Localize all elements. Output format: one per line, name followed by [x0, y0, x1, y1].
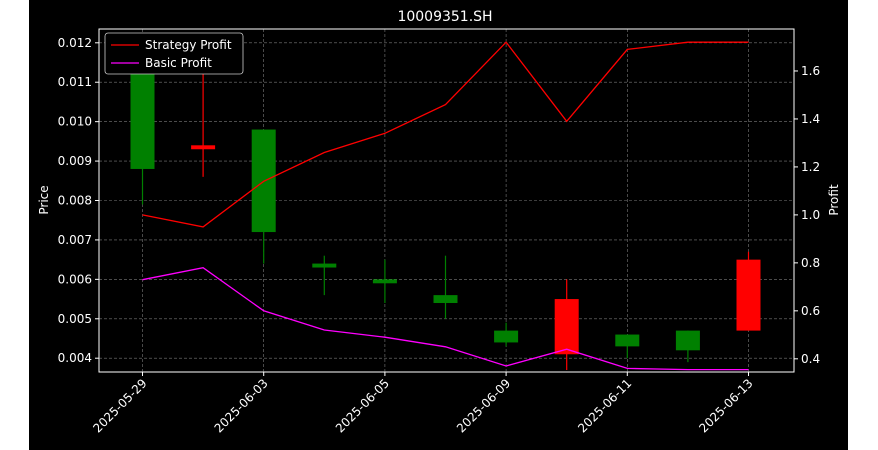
- candle-body-6: [494, 330, 519, 343]
- left-tick-label-0: 0.004: [58, 351, 92, 365]
- left-tick-label-8: 0.012: [58, 36, 92, 50]
- right-tick-label-4: 1.2: [801, 160, 820, 174]
- candle-body-8: [615, 334, 640, 347]
- candle-body-5: [433, 295, 458, 304]
- left-axis-label: Price: [37, 185, 51, 214]
- right-tick-label-1: 0.6: [801, 304, 820, 318]
- right-tick-label-2: 0.8: [801, 256, 820, 270]
- candle-body-4: [372, 279, 397, 284]
- candle-body-10: [736, 259, 761, 331]
- right-y-axis: 0.4 0.6 0.8 1.0 1.2 1.4 1.6: [794, 64, 820, 366]
- profit-lines: [142, 41, 749, 371]
- right-tick-label-6: 1.6: [801, 64, 820, 78]
- left-y-axis: 0.004 0.005 0.006 0.007 0.008 0.009 0.010 0.011…: [58, 36, 99, 365]
- candle-body-3: [312, 263, 337, 268]
- left-tick-label-5: 0.009: [58, 154, 92, 168]
- chart-title: 10009351.SH: [397, 9, 492, 25]
- candle-body-9: [675, 330, 700, 351]
- left-tick-label-7: 0.011: [58, 75, 92, 89]
- right-tick-label-5: 1.4: [801, 112, 820, 126]
- series-line-0: [142, 41, 749, 228]
- left-tick-label-3: 0.007: [58, 233, 92, 247]
- left-tick-label-4: 0.008: [58, 194, 92, 208]
- series-line-1: [142, 267, 749, 371]
- candle-body-1: [191, 145, 216, 150]
- candle-body-7: [554, 299, 579, 355]
- right-tick-label-3: 1.0: [801, 208, 820, 222]
- figure-background: [29, 0, 848, 450]
- right-axis-label: Profit: [827, 184, 841, 216]
- legend-box: [104, 32, 244, 75]
- left-tick-label-2: 0.006: [58, 272, 92, 286]
- right-tick-label-0: 0.4: [801, 352, 820, 366]
- left-tick-label-1: 0.005: [58, 312, 92, 326]
- left-tick-label-6: 0.010: [58, 115, 92, 129]
- legend-label-basic: Basic Profit: [145, 56, 212, 70]
- legend: Strategy Profit Basic Profit: [104, 32, 244, 75]
- legend-label-strategy: Strategy Profit: [145, 38, 232, 52]
